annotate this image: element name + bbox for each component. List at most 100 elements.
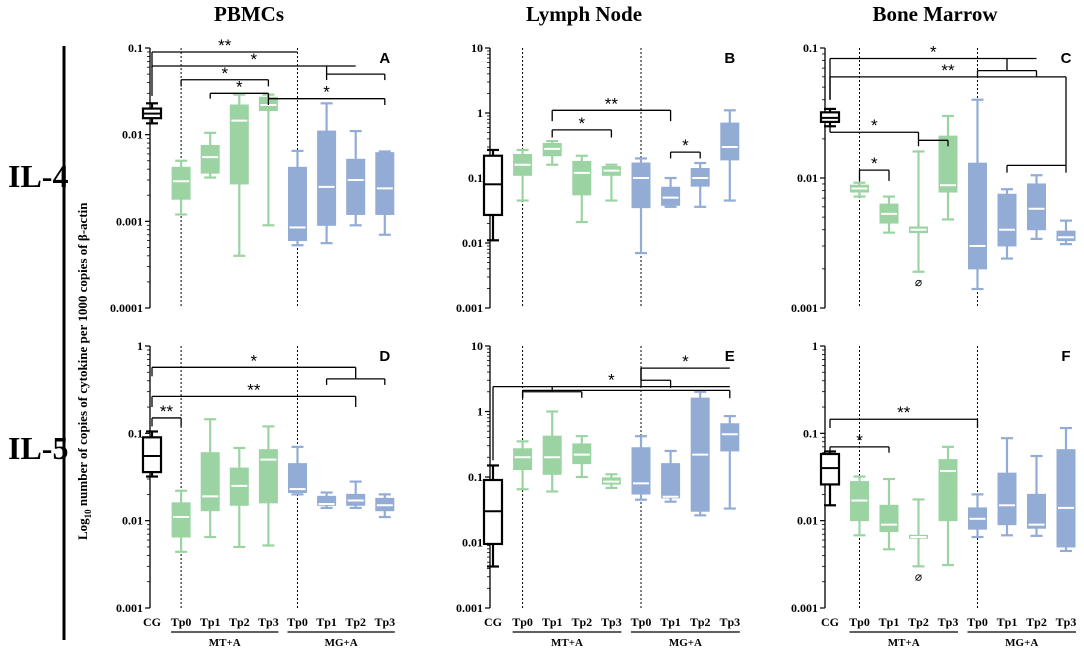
x-tick-label: Tp2 xyxy=(345,615,366,629)
x-tick-label: Tp1 xyxy=(200,615,221,629)
significance-bracket: * xyxy=(858,154,890,181)
significance-bracket: * xyxy=(151,50,386,96)
x-tick-label: Tp2 xyxy=(1026,615,1047,629)
column-title-bone-marrow: Bone Marrow xyxy=(872,2,998,26)
significance-bracket: ** xyxy=(829,61,1067,166)
box-iqr xyxy=(661,463,681,499)
box-iqr xyxy=(572,160,592,196)
x-tick-label: Tp2 xyxy=(229,615,250,629)
y-tick-label: 0.001 xyxy=(791,601,818,615)
box-iqr xyxy=(513,448,533,471)
box-mt-tp2 xyxy=(572,154,592,224)
y-tick-label: 0.1 xyxy=(803,41,818,55)
box-mg-tp2 xyxy=(346,480,366,510)
x-tick-label: Tp0 xyxy=(849,615,870,629)
x-tick-label: Tp3 xyxy=(601,615,622,629)
box-mt-tp2: ⌀ xyxy=(909,498,928,583)
box-cg xyxy=(819,450,841,507)
y-tick-label: 10 xyxy=(471,339,483,353)
box-mg-tp2 xyxy=(1027,454,1046,537)
box-mg-tp3 xyxy=(375,150,395,236)
box-mg-tp0 xyxy=(631,435,651,501)
panel-letter: C xyxy=(1061,50,1072,67)
below-range-symbol: ⌀ xyxy=(915,569,922,583)
significance-label: ** xyxy=(897,403,911,422)
significance-label: * xyxy=(871,116,878,135)
box-mg-tp1 xyxy=(997,437,1017,537)
y-tick-label: 1 xyxy=(477,405,483,419)
x-tick-label: Tp1 xyxy=(879,615,900,629)
y-tick-label: 1 xyxy=(477,106,483,120)
box-iqr xyxy=(938,135,958,193)
y-tick-label: 0.001 xyxy=(116,214,143,228)
box-cg xyxy=(482,464,504,568)
box-iqr xyxy=(200,452,220,512)
box-mg-tp3 xyxy=(1056,426,1076,553)
box-mg-tp2 xyxy=(346,129,366,227)
box-iqr xyxy=(938,459,958,522)
y-tick-label: 0.1 xyxy=(468,470,483,484)
box-iqr xyxy=(1056,449,1076,548)
box-iqr xyxy=(482,154,504,217)
panel-letter: E xyxy=(725,348,735,365)
significance-bracket: ** xyxy=(829,403,979,429)
box-mg-tp0 xyxy=(288,149,307,247)
column-title-pbmcs: PBMCs xyxy=(214,2,284,26)
box-iqr xyxy=(1027,183,1046,231)
significance-bracket xyxy=(521,389,731,399)
significance-bracket: * xyxy=(492,371,730,461)
box-iqr xyxy=(720,122,740,161)
panel-letter: B xyxy=(724,50,735,67)
box-mg-tp0 xyxy=(288,445,307,496)
significance-bracket: ** xyxy=(551,94,672,122)
box-mg-tp3 xyxy=(720,415,740,510)
box-mt-tp1 xyxy=(200,131,220,179)
box-iqr xyxy=(720,423,740,452)
group-label-mg: MG+A xyxy=(669,637,702,649)
box-iqr xyxy=(968,162,987,270)
box-mt-tp3 xyxy=(258,425,278,547)
box-iqr xyxy=(542,435,562,475)
significance-label: ** xyxy=(160,402,174,421)
box-mg-tp2 xyxy=(690,161,710,208)
x-tick-label: CG xyxy=(484,615,502,629)
y-axis-label-log: Log xyxy=(75,518,90,540)
significance-label: ** xyxy=(605,94,619,113)
box-iqr xyxy=(997,193,1017,247)
y-tick-label: 0.1 xyxy=(128,426,143,440)
box-iqr xyxy=(229,104,249,185)
y-tick-label: 0.1 xyxy=(128,41,143,55)
box-iqr xyxy=(317,130,337,226)
x-tick-label: CG xyxy=(143,615,161,629)
box-iqr xyxy=(1027,493,1046,529)
below-range-symbol: ⌀ xyxy=(915,275,922,289)
box-mt-tp3 xyxy=(938,445,958,567)
box-mt-tp1 xyxy=(542,139,562,166)
y-tick-label: 0.01 xyxy=(462,536,483,550)
group-label-mt: MT+A xyxy=(551,637,583,649)
box-cg xyxy=(141,102,163,125)
box-iqr xyxy=(288,166,307,242)
y-tick-label: 0.001 xyxy=(116,601,143,615)
box-mt-tp0 xyxy=(850,181,869,198)
group-label-mg: MG+A xyxy=(1005,637,1038,649)
x-tick-label: Tp1 xyxy=(316,615,337,629)
x-tick-label: Tp1 xyxy=(660,615,681,629)
significance-label: * xyxy=(251,50,258,69)
box-iqr xyxy=(200,144,220,174)
box-mg-tp3 xyxy=(1056,219,1076,246)
box-mt-tp0 xyxy=(171,159,191,216)
box-iqr xyxy=(997,472,1017,526)
x-tick-label: Tp0 xyxy=(512,615,533,629)
box-mg-tp1 xyxy=(661,176,681,208)
x-tick-label: Tp0 xyxy=(967,615,988,629)
significance-label: ** xyxy=(941,61,955,80)
row-label-il5: IL-5 xyxy=(8,430,68,466)
y-tick-label: 0.001 xyxy=(456,601,483,615)
significance-label: * xyxy=(682,136,689,155)
panel-letter: F xyxy=(1061,348,1070,365)
x-tick-label: Tp2 xyxy=(908,615,929,629)
